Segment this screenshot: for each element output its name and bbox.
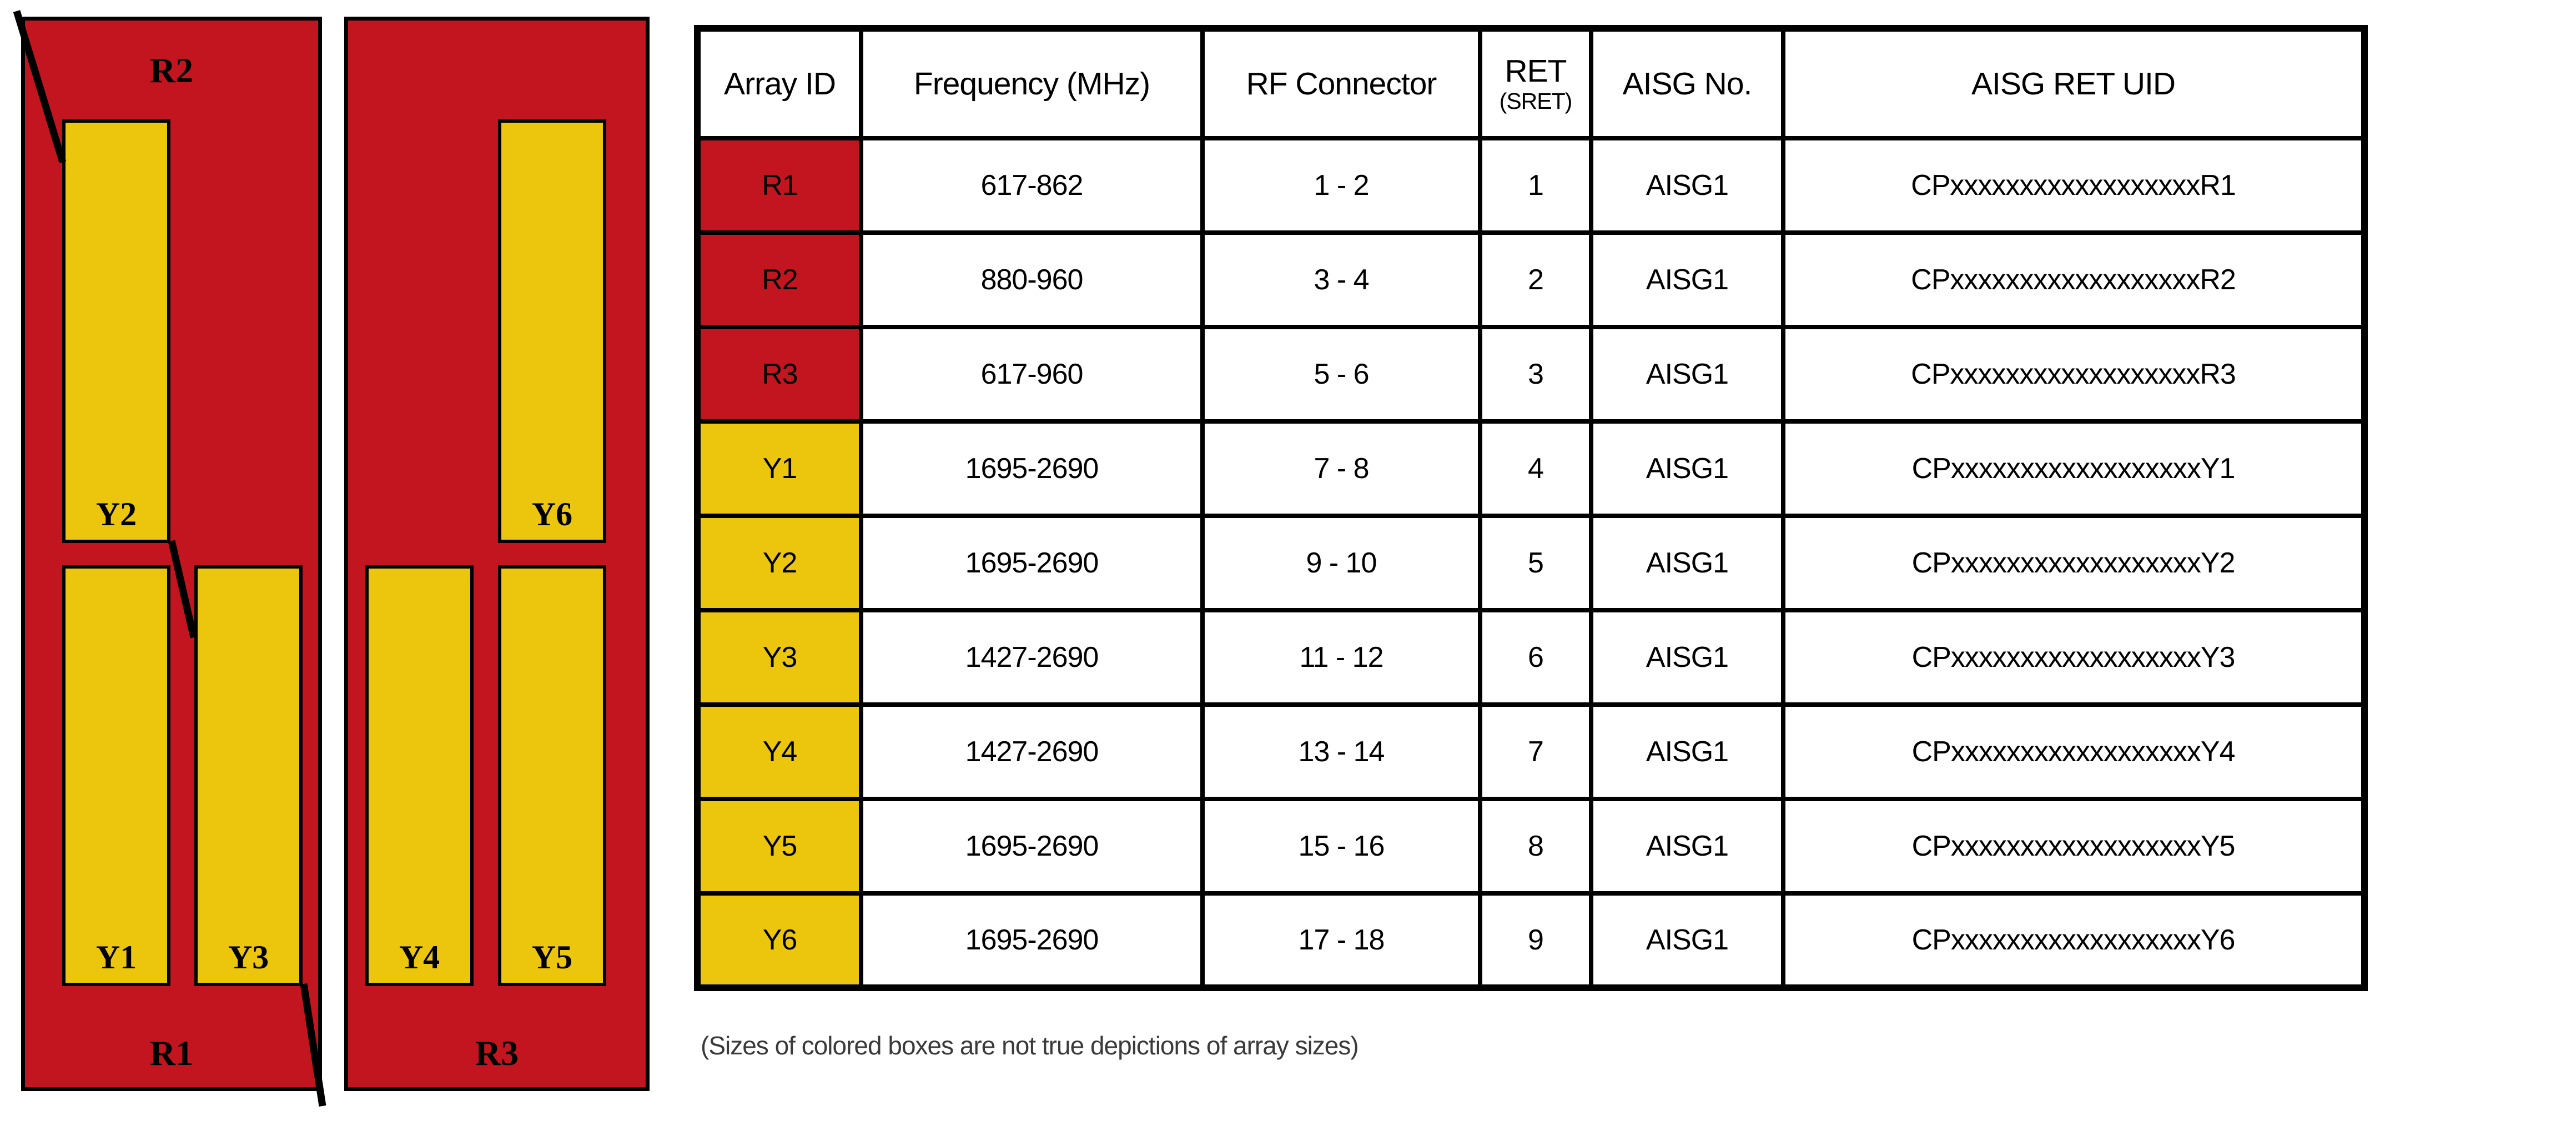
cell-rf-connector: 11 - 12 (1200, 608, 1482, 707)
cell-aisg-ret-uid: CPxxxxxxxxxxxxxxxxxxY2 (1781, 514, 2367, 612)
cell-aisg-no: AISG1 (1589, 608, 1785, 707)
cell-rf-connector: 5 - 6 (1200, 325, 1482, 424)
cell-ret: 9 (1478, 891, 1593, 990)
col-header-rf-connector: RF Connector (1200, 26, 1482, 140)
cell-frequency: 1695-2690 (859, 891, 1205, 990)
table-row-y1: Y1 1695-2690 7 - 8 4 AISG1 CPxxxxxxxxxxx… (695, 419, 2367, 518)
cell-array-id: R3 (695, 325, 863, 424)
col-header-ret-sub: (SRET) (1499, 88, 1573, 114)
cell-ret: 2 (1478, 230, 1593, 329)
cell-array-id: Y6 (695, 891, 863, 990)
cell-ret: 4 (1478, 419, 1593, 518)
cell-ret: 5 (1478, 514, 1593, 612)
cell-aisg-no: AISG1 (1589, 136, 1785, 235)
cell-aisg-ret-uid: CPxxxxxxxxxxxxxxxxxxY6 (1781, 891, 2367, 990)
array-label-y6: Y6 (531, 496, 573, 532)
array-box-y6: Y6 (498, 119, 606, 543)
antenna-panel-left: R2 Y2 Y1 Y3 R1 (21, 17, 322, 1091)
table-row-r3: R3 617-960 5 - 6 3 AISG1 CPxxxxxxxxxxxxx… (695, 325, 2367, 424)
cell-frequency: 617-862 (859, 136, 1205, 235)
cell-aisg-no: AISG1 (1589, 419, 1785, 518)
antenna-panel-right: Y6 Y4 Y5 R3 (344, 17, 650, 1091)
cell-aisg-no: AISG1 (1589, 325, 1785, 424)
table-row-y4: Y4 1427-2690 13 - 14 7 AISG1 CPxxxxxxxxx… (695, 702, 2367, 801)
cell-aisg-no: AISG1 (1589, 891, 1785, 990)
cell-ret: 7 (1478, 702, 1593, 801)
col-header-aisg-ret-uid: AISG RET UID (1781, 26, 2367, 140)
cell-aisg-ret-uid: CPxxxxxxxxxxxxxxxxxxY1 (1781, 419, 2367, 518)
cell-rf-connector: 13 - 14 (1200, 702, 1482, 801)
port-mapping-table: Array ID Frequency (MHz) RF Connector RE… (694, 25, 2368, 991)
array-box-y2: Y2 (62, 119, 170, 543)
cell-frequency: 1427-2690 (859, 608, 1205, 707)
cell-frequency: 1427-2690 (859, 702, 1205, 801)
array-box-y1: Y1 (62, 565, 170, 986)
cell-aisg-ret-uid: CPxxxxxxxxxxxxxxxxxxR1 (1781, 136, 2367, 235)
cell-rf-connector: 1 - 2 (1200, 136, 1482, 235)
cell-array-id: Y2 (695, 514, 863, 612)
cell-ret: 6 (1478, 608, 1593, 707)
cell-aisg-ret-uid: CPxxxxxxxxxxxxxxxxxxR2 (1781, 230, 2367, 329)
cell-array-id: R1 (695, 136, 863, 235)
cell-array-id: Y5 (695, 797, 863, 896)
cell-array-id: R2 (695, 230, 863, 329)
table-row-y3: Y3 1427-2690 11 - 12 6 AISG1 CPxxxxxxxxx… (695, 608, 2367, 707)
table-row-y2: Y2 1695-2690 9 - 10 5 AISG1 CPxxxxxxxxxx… (695, 514, 2367, 612)
cell-aisg-no: AISG1 (1589, 514, 1785, 612)
table-header-row: Array ID Frequency (MHz) RF Connector RE… (695, 26, 2367, 140)
cell-frequency: 1695-2690 (859, 419, 1205, 518)
col-header-array-id: Array ID (695, 26, 863, 140)
array-box-y3: Y3 (194, 565, 303, 986)
col-header-ret-main: RET (1505, 53, 1567, 89)
col-header-ret: RET (SRET) (1478, 26, 1593, 140)
array-box-y5: Y5 (498, 565, 606, 986)
table-row-y5: Y5 1695-2690 15 - 16 8 AISG1 CPxxxxxxxxx… (695, 797, 2367, 896)
cell-ret: 1 (1478, 136, 1593, 235)
cell-rf-connector: 17 - 18 (1200, 891, 1482, 990)
col-header-frequency: Frequency (MHz) (859, 26, 1205, 140)
cell-ret: 8 (1478, 797, 1593, 896)
array-label-r2: R2 (149, 51, 194, 90)
cell-aisg-no: AISG1 (1589, 797, 1785, 896)
cell-frequency: 1695-2690 (859, 797, 1205, 896)
array-label-y3: Y3 (228, 939, 269, 976)
table-row-r1: R1 617-862 1 - 2 1 AISG1 CPxxxxxxxxxxxxx… (695, 136, 2367, 235)
cell-frequency: 880-960 (859, 230, 1205, 329)
cell-aisg-ret-uid: CPxxxxxxxxxxxxxxxxxxY4 (1781, 702, 2367, 801)
cell-array-id: Y4 (695, 702, 863, 801)
array-label-y5: Y5 (531, 939, 573, 976)
footnote-text: (Sizes of colored boxes are not true dep… (701, 1031, 1359, 1060)
cell-frequency: 617-960 (859, 325, 1205, 424)
array-label-y1: Y1 (95, 939, 137, 976)
cell-rf-connector: 7 - 8 (1200, 419, 1482, 518)
cell-frequency: 1695-2690 (859, 514, 1205, 612)
cell-aisg-no: AISG1 (1589, 702, 1785, 801)
array-label-r1: R1 (149, 1033, 194, 1073)
cell-aisg-ret-uid: CPxxxxxxxxxxxxxxxxxxY5 (1781, 797, 2367, 896)
cell-array-id: Y1 (695, 419, 863, 518)
cell-rf-connector: 9 - 10 (1200, 514, 1482, 612)
cell-aisg-no: AISG1 (1589, 230, 1785, 329)
cell-rf-connector: 3 - 4 (1200, 230, 1482, 329)
array-box-y4: Y4 (365, 565, 474, 986)
table-row-r2: R2 880-960 3 - 4 2 AISG1 CPxxxxxxxxxxxxx… (695, 230, 2367, 329)
cell-rf-connector: 15 - 16 (1200, 797, 1482, 896)
array-label-y2: Y2 (95, 496, 137, 532)
cell-array-id: Y3 (695, 608, 863, 707)
cell-aisg-ret-uid: CPxxxxxxxxxxxxxxxxxxR3 (1781, 325, 2367, 424)
cell-ret: 3 (1478, 325, 1593, 424)
array-label-y4: Y4 (399, 939, 440, 976)
col-header-aisg-no: AISG No. (1589, 26, 1785, 140)
table-row-y6: Y6 1695-2690 17 - 18 9 AISG1 CPxxxxxxxxx… (695, 891, 2367, 990)
cell-aisg-ret-uid: CPxxxxxxxxxxxxxxxxxxY3 (1781, 608, 2367, 707)
array-label-r3: R3 (475, 1033, 519, 1073)
